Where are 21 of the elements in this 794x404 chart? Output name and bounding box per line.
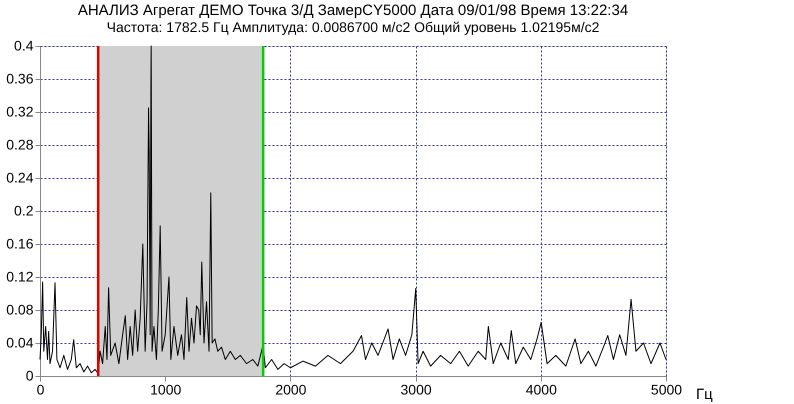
y-tick-label: 0.12 xyxy=(6,268,34,284)
x-axis-title: Гц xyxy=(696,386,714,403)
chart-subtitle: Частота: 1782.5 Гц Амплитуда: 0.0086700 м/с2 Общий уровень 1.02195м/с2 xyxy=(106,19,600,35)
x-tick-label: 0 xyxy=(36,382,45,398)
y-tick-label: 0.36 xyxy=(6,70,34,86)
line-series xyxy=(40,46,666,374)
y-tick-label: 0.32 xyxy=(6,104,34,120)
y-tick-label: 0.2 xyxy=(14,202,34,218)
x-tick-label: 5000 xyxy=(650,382,682,398)
x-tick-label: 4000 xyxy=(526,382,558,398)
x-tick-label: 2000 xyxy=(275,382,307,398)
chart-title: АНАЛИЗ Агрегат ДЕМО Точка 3/Д ЗамерCY5000 Дата 09/01/98 Время 13:22:34 xyxy=(78,2,628,19)
y-tick-label: 0.08 xyxy=(6,302,34,318)
x-tick-label: 1000 xyxy=(150,382,182,398)
y-tick-label: 0.24 xyxy=(6,170,34,186)
x-tick-label: 3000 xyxy=(400,382,432,398)
y-tick-label: 0.28 xyxy=(6,136,34,152)
y-tick-label: 0 xyxy=(26,368,34,384)
y-tick-label: 0.4 xyxy=(14,38,34,54)
y-tick-label: 0.04 xyxy=(6,334,34,350)
y-tick-label: 0.16 xyxy=(6,236,34,252)
